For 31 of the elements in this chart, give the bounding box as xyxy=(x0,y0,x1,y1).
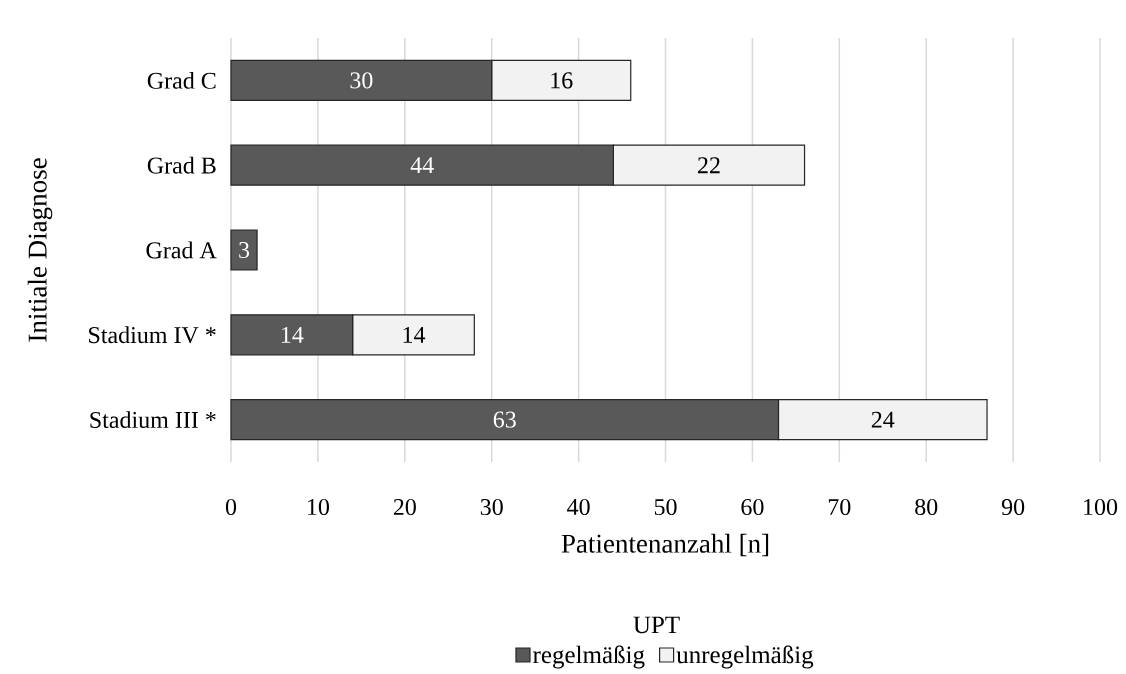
y-tick-label: Stadium IV * xyxy=(89,326,216,344)
y-tick-label: Stadium III * xyxy=(90,411,216,429)
x-tick-label: 70 xyxy=(828,498,851,516)
bar xyxy=(230,229,258,271)
x-tick-label: 30 xyxy=(480,498,503,516)
data-label: 30 xyxy=(350,72,373,89)
y-axis-title: Initiale Diagnose xyxy=(27,158,53,342)
x-tick-label: 90 xyxy=(1001,498,1025,516)
x-tick-label: 50 xyxy=(654,498,677,516)
x-tick-label: 10 xyxy=(308,498,329,516)
data-label: 22 xyxy=(698,157,720,174)
x-tick-label: 100 xyxy=(1084,498,1118,516)
x-tick-label: 40 xyxy=(567,498,590,516)
y-tick-label: Grad A xyxy=(146,241,217,259)
y-tick-label: Grad C xyxy=(147,71,216,89)
legend-label: unregelmäßig xyxy=(676,645,814,669)
data-label: 14 xyxy=(281,326,304,343)
data-label: 16 xyxy=(551,72,573,89)
x-tick-label: 20 xyxy=(393,498,416,516)
data-label: 44 xyxy=(410,157,434,174)
legend-title: UPT xyxy=(633,616,680,634)
x-tick-label: 0 xyxy=(225,498,237,516)
x-axis-title: Patientenanzahl [n] xyxy=(561,533,769,557)
data-label: 14 xyxy=(403,326,426,343)
data-label: 63 xyxy=(493,411,516,428)
x-tick-label: 80 xyxy=(915,498,938,516)
y-tick-label: Grad B xyxy=(147,156,216,174)
data-label: 24 xyxy=(871,411,895,428)
x-tick-label: 60 xyxy=(741,498,764,516)
legend-label: regelmäßig xyxy=(533,645,645,669)
data-label: 3 xyxy=(239,241,250,259)
